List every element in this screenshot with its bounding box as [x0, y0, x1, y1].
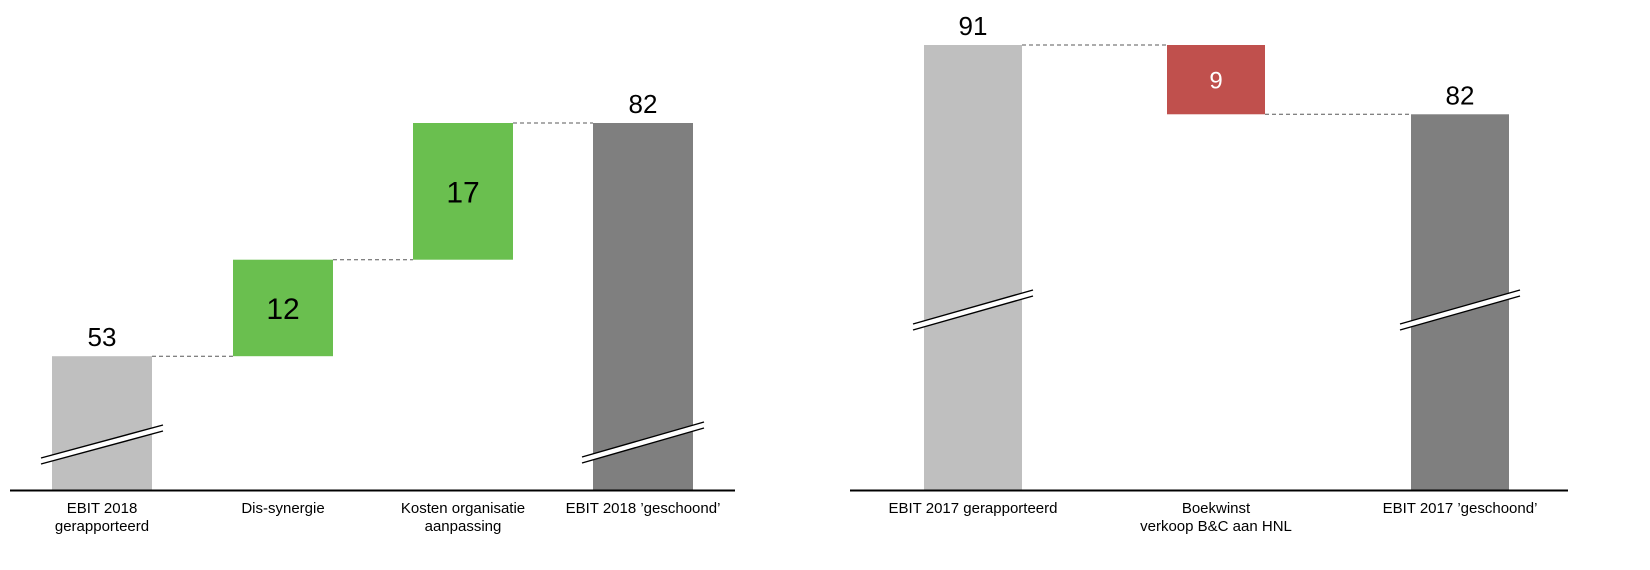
chart1-break-line-upper-1	[40, 424, 164, 459]
chart1-value-label-3: 17	[446, 176, 479, 209]
chart2-break-line-upper-3	[1399, 289, 1521, 325]
chart1-break-line-lower-4	[581, 427, 705, 464]
chart2-category-label-3: EBIT 2017 ’geschoond’	[1383, 500, 1538, 517]
chart1-category-label-1: EBIT 2018 gerapporteerd	[55, 500, 149, 535]
chart2-value-label-1: 91	[959, 11, 988, 41]
chart1-category-label-4: EBIT 2018 ’geschoond’	[566, 500, 721, 517]
chart1-value-label-1: 53	[88, 322, 117, 352]
chart2-category-label-1: EBIT 2017 gerapporteerd	[888, 500, 1057, 517]
chart2-value-label-2: 9	[1209, 68, 1222, 95]
chart1-bar-2	[233, 259, 333, 357]
chart1-value-label-4: 82	[629, 89, 658, 119]
chart1-break-gap-4	[582, 422, 704, 463]
chart1-break-line-upper-4	[581, 421, 705, 458]
chart2-break-gap-3	[1400, 290, 1520, 330]
chart2-break-line-upper-1	[912, 289, 1034, 325]
chart1-category-label-3: Kosten organisatie aanpassing	[401, 500, 525, 535]
chart2-value-label-3: 82	[1446, 80, 1475, 110]
chart1-bar-4	[593, 123, 693, 490]
chart1-value-label-2: 12	[266, 293, 299, 326]
chart1-break-gap-1	[41, 425, 163, 464]
chart1-category-label-2: Dis-synergie	[241, 500, 324, 517]
chart2-bar-1	[924, 45, 1022, 490]
chart2-bar-2	[1167, 45, 1265, 115]
chart1-bar-3	[413, 123, 513, 260]
chart2-category-label-2: Boekwinst verkoop B&C aan HNL	[1140, 500, 1292, 535]
chart2-break-gap-1	[913, 290, 1033, 330]
chart2-break-line-lower-3	[1399, 295, 1521, 331]
chart1-bar-1	[52, 356, 152, 490]
chart1-break-line-lower-1	[40, 430, 164, 465]
chart2-break-line-lower-1	[912, 295, 1034, 331]
